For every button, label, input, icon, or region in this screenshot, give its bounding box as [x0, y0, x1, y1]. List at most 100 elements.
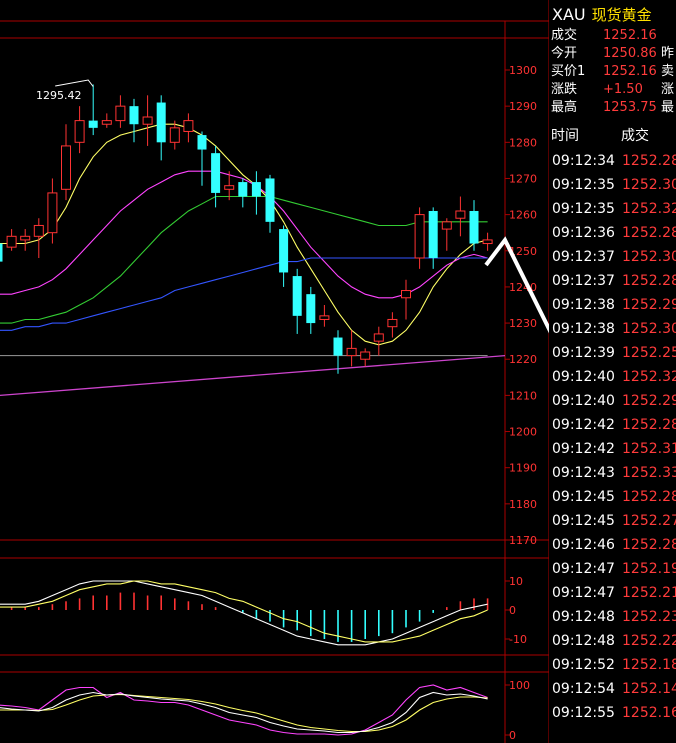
tick-price: 1252.30 [622, 249, 676, 265]
kdj-panel: 100 0 [0, 679, 530, 742]
forecast-arrows [484, 236, 549, 334]
tick-row: 09:12:37 1252.28 [552, 271, 676, 291]
candle-body-up [61, 145, 71, 190]
tick-row: 09:12:34 1252.28 [552, 151, 676, 171]
candle-body-up [414, 214, 425, 259]
quote-value: 1253.75 [603, 100, 657, 115]
tick-price: 1252.23 [622, 609, 676, 625]
tick-row: 09:12:45 1252.27 [552, 511, 676, 531]
tick-time: 09:12:45 [552, 489, 615, 505]
symbol-name: 现货黄金 [591, 6, 652, 24]
candle-body-up [183, 120, 194, 132]
trend-line-segment [0, 354, 506, 397]
tick-row: 09:12:39 1252.25 [552, 343, 676, 363]
tick-price: 1252.28 [622, 417, 676, 433]
tick-price: 1252.14 [622, 681, 676, 697]
moving-average-lines [0, 123, 488, 357]
candle-body-down [428, 211, 438, 258]
macd-panel: 10 0 -10 [0, 575, 527, 646]
candle-body-up [169, 127, 180, 143]
quote-row: 最高 1253.75 最 [551, 99, 674, 117]
tick-row: 09:12:38 1252.30 [552, 319, 676, 339]
axis-tick-label: 1260 [509, 209, 537, 222]
candle-body-up [346, 347, 357, 357]
tick-price: 1252.33 [622, 465, 676, 481]
candle-body-up [387, 318, 398, 328]
candle-body-up [33, 224, 44, 237]
tick-time: 09:12:46 [552, 537, 615, 553]
macd-axis-label: 10 [509, 575, 523, 588]
candle-body-up [47, 192, 58, 234]
candle-body-down [292, 276, 302, 316]
tick-time: 09:12:40 [552, 393, 615, 409]
quote-label: 最高 [551, 100, 578, 115]
candle-body-up [6, 235, 17, 248]
tick-row: 09:12:46 1252.28 [552, 535, 676, 555]
ticks-header: 时间 成交 [551, 125, 649, 145]
ticks-header-price: 成交 [621, 128, 649, 144]
ma-line [0, 123, 488, 346]
tick-price: 1252.29 [622, 393, 676, 409]
candles [0, 84, 493, 374]
axis-tick-label: 1300 [509, 64, 537, 77]
tick-time: 09:12:43 [552, 465, 615, 481]
tick-price: 1252.18 [622, 657, 676, 673]
kdj-axis-label: 100 [509, 679, 530, 692]
candle-body-down [156, 102, 166, 143]
candle-body-up [373, 333, 384, 342]
price-axis: 1300129012801270126012501240123012201210… [505, 64, 537, 547]
tick-row: 09:12:54 1252.14 [552, 679, 676, 699]
candle-body-down [265, 178, 275, 222]
tick-price: 1252.30 [622, 177, 676, 193]
tick-price: 1252.25 [622, 345, 676, 361]
tick-time: 09:12:48 [552, 609, 615, 625]
tick-row: 09:12:48 1252.22 [552, 631, 676, 651]
candle-body-up [319, 315, 330, 320]
quote-next-label: 昨 [661, 46, 675, 61]
tick-row: 09:12:42 1252.31 [552, 439, 676, 459]
tick-row: 09:12:52 1252.18 [552, 655, 676, 675]
candle-body-up [142, 116, 153, 125]
ma-line [0, 257, 488, 331]
tick-time: 09:12:42 [552, 441, 615, 457]
tick-time: 09:12:35 [552, 201, 615, 217]
ticks-header-time: 时间 [551, 128, 579, 144]
macd-axis-label: -10 [509, 633, 527, 646]
kdj-k-line [0, 691, 488, 734]
candle-body-down [88, 120, 98, 128]
candle-body-up [360, 351, 371, 360]
quote-label: 成交 [551, 28, 578, 43]
tick-price: 1252.21 [622, 585, 676, 601]
tick-row: 09:12:35 1252.32 [552, 199, 676, 219]
quote-value: 1250.86 [603, 46, 657, 61]
tick-time: 09:12:55 [552, 705, 615, 721]
quote-value: 1252.16 [603, 64, 657, 79]
axis-tick-label: 1180 [509, 498, 537, 511]
quote-next-label: 最 [661, 100, 675, 115]
tick-price: 1252.29 [622, 297, 676, 313]
axis-tick-label: 1250 [509, 245, 537, 258]
tick-row: 09:12:55 1252.16 [552, 703, 676, 723]
tick-price: 1252.16 [622, 705, 676, 721]
candle-body-up [115, 105, 126, 122]
quote-label: 今开 [551, 46, 578, 61]
tick-time: 09:12:54 [552, 681, 615, 697]
kdj-axis-label: 0 [509, 729, 516, 742]
candle-body-up [74, 120, 85, 143]
tick-row: 09:12:40 1252.32 [552, 367, 676, 387]
tick-time: 09:12:45 [552, 513, 615, 529]
kdj-d-line [0, 693, 488, 733]
candle-body-down [251, 182, 261, 197]
tick-time: 09:12:47 [552, 585, 615, 601]
tick-time: 09:12:37 [552, 273, 615, 289]
tick-row: 09:12:47 1252.19 [552, 559, 676, 579]
tick-price: 1252.32 [622, 369, 676, 385]
candle-body-down [306, 294, 316, 324]
tick-price: 1252.30 [622, 321, 676, 337]
candle-body-down [279, 229, 289, 273]
tick-row: 09:12:35 1252.30 [552, 175, 676, 195]
candle-body-down [469, 211, 479, 244]
quote-label: 涨跌 [551, 82, 578, 97]
kline-chart[interactable]: 1300129012801270126012501240123012201210… [0, 0, 549, 743]
candle-body-down [238, 182, 248, 197]
